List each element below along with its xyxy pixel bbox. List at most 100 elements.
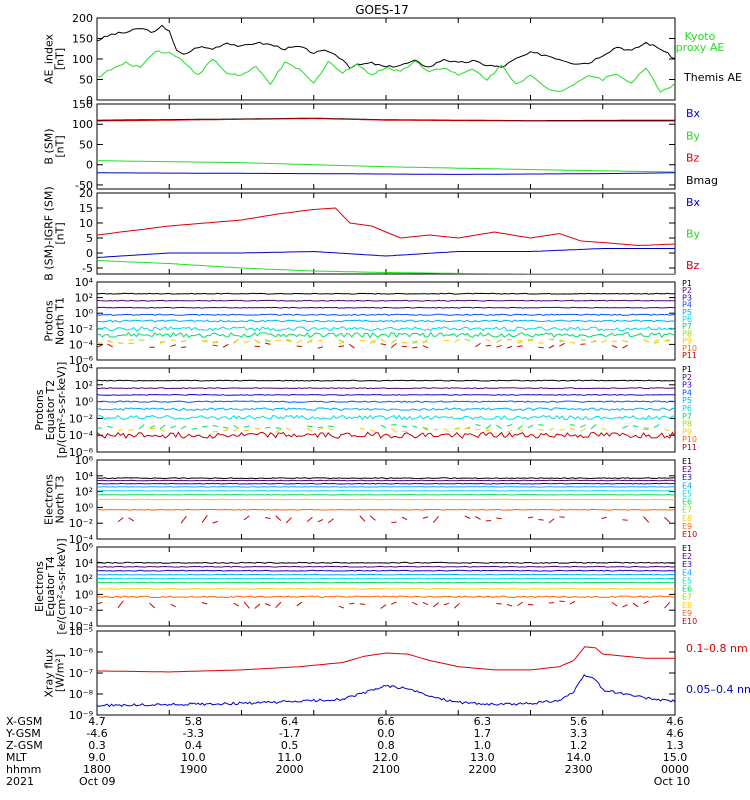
series-line (97, 118, 675, 122)
flux-segment (380, 424, 387, 429)
y-axis-label: [e/(cm²-s-sr-keV)] (55, 538, 68, 634)
legend-entry: P7 (682, 322, 692, 331)
y-axis-label: Xray flux (43, 648, 56, 698)
flux-segment (569, 600, 576, 605)
legend-entry: E7 (682, 593, 692, 602)
legend-entry: E8 (682, 514, 692, 523)
flux-segment (422, 516, 429, 519)
flux-segment (254, 603, 261, 609)
footer-value: 10.0 (181, 751, 206, 764)
flux-segment (243, 340, 250, 344)
flux-line (97, 561, 675, 564)
footer-value: 5.8 (185, 715, 203, 728)
footer-row-label: Z-GSM (6, 739, 43, 752)
flux-segment (506, 424, 513, 427)
footer-value: -1.7 (279, 727, 300, 740)
y-tick-label: 100 (72, 53, 93, 66)
footer-value: 1.3 (666, 739, 684, 752)
y-tick-label: 10⁰ (75, 588, 94, 601)
flux-segment (390, 342, 397, 348)
flux-segment (359, 427, 366, 430)
legend-entry: E5 (682, 576, 692, 585)
y-tick-label: 10⁻⁶ (69, 446, 94, 459)
footer-value: Oct 09 (79, 775, 116, 788)
flux-segment (307, 425, 313, 428)
legend-entry: P11 (682, 443, 697, 452)
footer-value: 1.0 (474, 739, 492, 752)
y-tick-label: 10⁻⁶ (69, 354, 94, 367)
y-tick-label: 15 (79, 202, 93, 215)
footer-value: 0.0 (377, 727, 395, 740)
flux-segment (443, 428, 450, 433)
legend-entry: Bx (686, 107, 701, 120)
legend-entry: E10 (682, 530, 697, 539)
flux-segment (286, 339, 292, 343)
footer-value: 0.8 (377, 739, 395, 752)
flux-segment (432, 602, 439, 608)
flux-segment (401, 345, 408, 348)
flux-segment (180, 515, 187, 524)
legend-entry: E7 (682, 506, 692, 515)
flux-segment (527, 338, 534, 342)
y-tick-label: 10⁶ (75, 454, 94, 467)
flux-segment (380, 338, 387, 343)
footer-value: 0.4 (185, 739, 203, 752)
flux-line (97, 387, 675, 390)
footer-row-label: MLT (6, 751, 27, 764)
y-axis-label: [nT] (54, 48, 67, 70)
y-axis-label: B (SM)-IGRF (SM) (43, 186, 56, 280)
flux-segment (569, 427, 576, 431)
flux-segment (601, 516, 607, 520)
legend: Bx By Bz (686, 196, 701, 272)
flux-segment (159, 340, 166, 344)
flux-segment (117, 600, 124, 609)
legend-entry: E8 (682, 601, 692, 610)
flux-segment (643, 338, 649, 343)
y-axis-label: Electrons (33, 561, 46, 612)
footer-value: 3.3 (570, 727, 588, 740)
flux-segment (181, 346, 187, 348)
flux-segment (401, 516, 408, 521)
flux-line (97, 477, 675, 480)
legend-entry: E9 (682, 522, 692, 531)
flux-segment (265, 516, 271, 519)
flux-segment (349, 602, 355, 605)
y-tick-label: -5 (82, 262, 93, 275)
flux-segment (569, 341, 576, 344)
flux-segment (538, 518, 544, 521)
flux-segment (212, 340, 219, 345)
footer-value: 15.0 (663, 751, 688, 764)
flux-segment (170, 344, 176, 347)
flux-segment (548, 428, 555, 431)
footer-value: 5.6 (570, 715, 588, 728)
y-tick-label: -50 (75, 179, 93, 192)
flux-line (97, 331, 675, 339)
y-tick-label: 10⁻² (69, 412, 93, 425)
flux-segment (653, 424, 660, 428)
legend-entry: P5 (682, 396, 692, 405)
footer-value: 4.7 (88, 715, 106, 728)
flux-segment (107, 339, 113, 343)
flux-segment (496, 517, 502, 520)
flux-segment (348, 343, 355, 349)
flux-segment (370, 429, 376, 433)
flux-segment (317, 339, 324, 342)
footer-value: 1900 (179, 763, 207, 776)
flux-segment (296, 345, 302, 348)
flux-segment (485, 429, 492, 432)
y-axis-label: Protons (33, 389, 46, 430)
y-tick-label: 10⁴ (75, 470, 94, 483)
panel-3: -5 0 5 10 15 20 B (SM)-IGRF (SM)[nT] Bx By Bz (43, 186, 701, 280)
flux-segment (117, 428, 124, 432)
series-line (97, 172, 675, 175)
flux-segment (201, 602, 208, 605)
flux-segment (265, 342, 271, 345)
y-tick-label: 10⁶ (75, 541, 94, 554)
footer-value: 11.0 (277, 751, 302, 764)
footer-value: 6.6 (377, 715, 395, 728)
flux-segment (369, 339, 376, 344)
legend-entry: By (686, 129, 701, 142)
flux-segment (601, 427, 607, 431)
panel-data (97, 24, 675, 93)
